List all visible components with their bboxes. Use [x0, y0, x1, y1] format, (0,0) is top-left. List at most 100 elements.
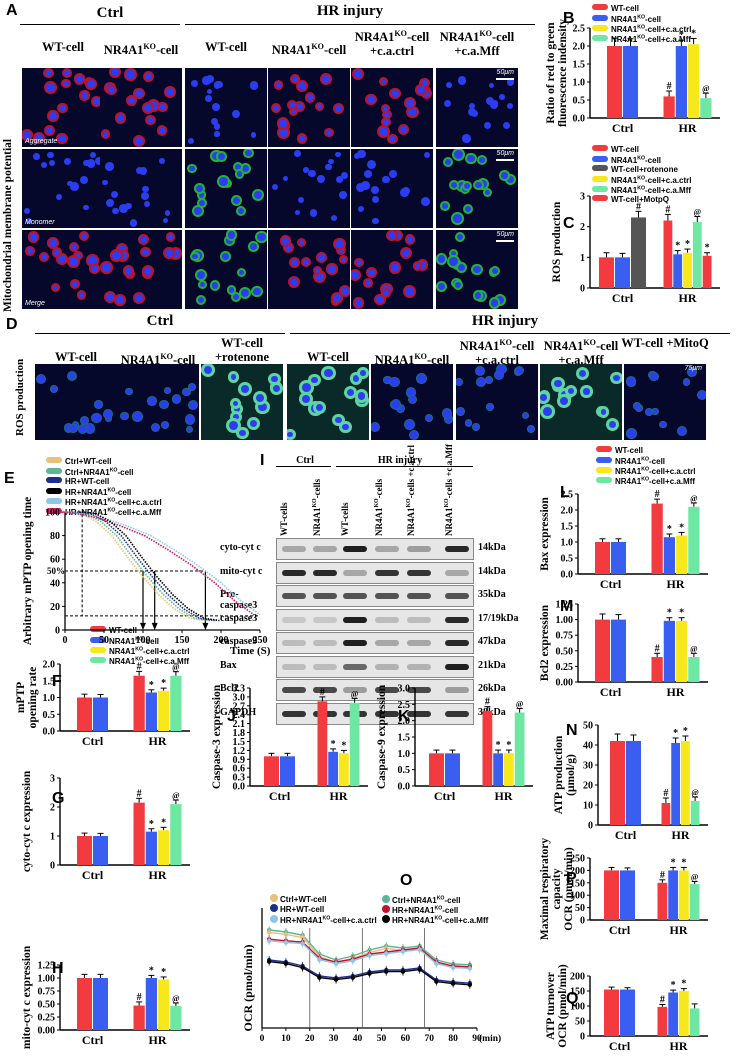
micrograph-A-r3-c2: [100, 230, 182, 309]
x-tick-label: 70: [424, 1034, 434, 1044]
x-tick-label: 100: [136, 635, 151, 646]
nucleus: [485, 96, 494, 105]
nucleus: [391, 89, 400, 98]
significance-mark: *: [681, 857, 686, 868]
bar: [280, 756, 295, 786]
y-tick-label: 0.5: [43, 710, 56, 721]
significance-mark: #: [636, 201, 641, 212]
significance-mark: @: [172, 663, 180, 672]
nucleus: [405, 98, 415, 107]
panel-D-group-ctrl: Ctrl: [146, 313, 174, 329]
category-label: Ctrl: [612, 121, 634, 135]
panel-P-label: P: [566, 870, 577, 887]
micrograph-A-r3-c5: [351, 230, 433, 309]
nucleus: [196, 185, 204, 193]
nucleus: [301, 394, 311, 404]
significance-mark: *: [679, 608, 684, 619]
blot-band: [445, 710, 469, 717]
panel-A-column-1: WT-cell: [42, 40, 84, 54]
nucleus: [233, 196, 241, 204]
data-point: [300, 935, 305, 940]
legend-label: HR+NR4A1KO-cell+c.a.Mff: [392, 915, 489, 925]
y-tick-label: 0.0: [43, 727, 56, 738]
nucleus: [81, 417, 89, 425]
y-tick-label: 1.0: [573, 78, 586, 89]
nucleus: [185, 415, 195, 424]
nucleus: [357, 205, 364, 212]
nucleus: [339, 191, 347, 199]
nucleus: [46, 83, 56, 92]
nucleus: [50, 386, 57, 392]
nucleus: [342, 423, 349, 431]
significance-mark: #: [667, 81, 672, 92]
y-tick-label: 0.0: [398, 782, 411, 793]
significance-mark: @: [351, 689, 359, 698]
y-tick-label: 0.6: [233, 764, 246, 775]
bar: [604, 870, 619, 920]
legend-swatch: [270, 914, 278, 923]
data-point: [417, 947, 422, 952]
bar: [668, 992, 678, 1036]
y-tick-label: 0.5: [573, 96, 586, 107]
nucleus: [25, 218, 32, 225]
data-point: [283, 961, 289, 966]
bar: [264, 756, 279, 786]
significance-mark: *: [679, 30, 684, 41]
legend-L: WT-cell NR4A1KO-cell NR4A1KO-cell+c.a.ctrl…: [596, 444, 696, 486]
nucleus: [165, 210, 171, 216]
y-tick-label: 1.2: [233, 746, 246, 757]
panel-D-column-8: WT-cell +MitoQ: [621, 336, 709, 350]
category-label: HR: [670, 923, 688, 937]
nucleus: [389, 135, 396, 143]
y-tick-label: 1: [50, 832, 55, 843]
nucleus: [553, 379, 562, 388]
bar: [661, 803, 671, 825]
bar: [689, 884, 700, 920]
panel-A-hr-line: [185, 24, 535, 25]
y-tick-label: 2.5: [561, 490, 574, 501]
significance-mark: #: [663, 788, 668, 799]
series-line-5: [64, 511, 261, 616]
nucleus: [199, 281, 206, 288]
nucleus: [408, 107, 417, 117]
nucleus: [85, 424, 94, 433]
legend-entry: HR+NR4A1KO-cell: [46, 485, 162, 497]
legend-entry: NR4A1KO-cell+c.a.Mff: [596, 474, 696, 486]
blot-band: [407, 640, 431, 646]
blot-strip: [276, 608, 474, 631]
legend-label: WT-cell: [611, 4, 640, 13]
nucleus: [311, 376, 319, 384]
blot-band: [375, 687, 399, 693]
legend-entry: Ctrl+NR4A1KO-cell: [382, 893, 460, 905]
nucleus: [515, 367, 524, 375]
blot-band: [343, 593, 367, 599]
bar: [145, 692, 157, 731]
nucleus: [583, 388, 590, 395]
legend-swatch: [596, 456, 612, 463]
y-tick-label: 150: [570, 987, 585, 998]
nucleus: [488, 82, 495, 89]
significance-mark: *: [673, 728, 678, 739]
significance-mark: *: [671, 857, 676, 868]
nucleus: [121, 412, 129, 420]
legend-B: WT-cell NR4A1KO-cell NR4A1KO-cell+c.a.ctrl…: [592, 2, 692, 44]
blot-strip: [276, 655, 474, 678]
nucleus: [453, 150, 463, 160]
nucleus: [446, 81, 453, 88]
nucleus: [134, 136, 144, 146]
y-tick-label: 2.0: [43, 660, 56, 671]
nucleus: [278, 119, 288, 129]
y-tick-label: 0.5: [398, 765, 411, 776]
nucleus: [454, 282, 461, 289]
legend-swatch: [592, 185, 608, 192]
nucleus: [170, 248, 180, 258]
nucleus: [112, 207, 119, 214]
nucleus: [29, 233, 37, 241]
micrograph-A-r1-c6: 50μm: [436, 68, 518, 147]
nucleus: [285, 243, 293, 251]
blot-band: [407, 710, 431, 717]
y-tick-label: 20: [583, 781, 593, 792]
legend-label: NR4A1KO-cell+c.a.Mff: [615, 476, 696, 486]
nucleus: [465, 206, 472, 213]
